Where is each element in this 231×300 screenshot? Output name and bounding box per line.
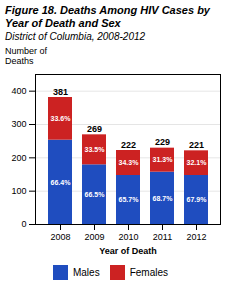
svg-text:381: 381 [53, 87, 68, 97]
svg-text:400: 400 [11, 86, 26, 96]
svg-text:229: 229 [155, 137, 170, 147]
svg-text:65.7%: 65.7% [119, 196, 140, 203]
svg-text:67.9%: 67.9% [187, 196, 208, 203]
svg-text:66.5%: 66.5% [85, 191, 106, 198]
html-text:Females: Females [129, 267, 168, 278]
svg-text:100: 100 [11, 186, 26, 196]
svg-text:68.7%: 68.7% [153, 195, 174, 202]
html-text:Number of Deaths: Number of Deaths [5, 46, 47, 66]
html-text:Figure 18. Deaths Among HIV Ca: Figure 18. Deaths Among HIV Cases by Yea… [5, 4, 210, 29]
svg-text:200: 200 [11, 153, 26, 163]
svg-text:2011: 2011 [153, 232, 172, 242]
svg-text:2008: 2008 [50, 232, 70, 242]
svg-text:0: 0 [21, 219, 26, 229]
svg-text:33.5%: 33.5% [85, 146, 106, 153]
svg-text:34.3%: 34.3% [119, 159, 140, 166]
svg-text:269: 269 [87, 124, 102, 134]
html-text:Males: Males [73, 267, 100, 278]
svg-text:221: 221 [189, 140, 204, 150]
svg-text:2010: 2010 [118, 232, 138, 242]
svg-text:Year of Death: Year of Death [99, 246, 157, 256]
svg-text:32.1%: 32.1% [187, 159, 208, 166]
svg-text:222: 222 [121, 140, 136, 150]
svg-text:2012: 2012 [186, 232, 206, 242]
svg-text:300: 300 [11, 119, 26, 129]
svg-text:66.4%: 66.4% [51, 179, 72, 186]
svg-text:33.6%: 33.6% [51, 115, 72, 122]
svg-text:31.3%: 31.3% [153, 156, 174, 163]
svg-text:2009: 2009 [84, 232, 104, 242]
html-text:District of Columbia, 2008-201: District of Columbia, 2008-2012 [5, 31, 146, 42]
